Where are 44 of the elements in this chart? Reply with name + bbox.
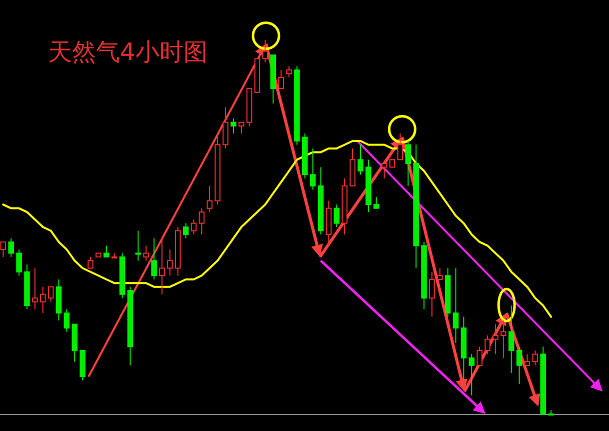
candlestick: [222, 106, 228, 149]
candlestick: [516, 346, 522, 385]
candlestick: [405, 140, 411, 186]
candlestick: [32, 268, 38, 310]
candlestick: [159, 238, 165, 295]
candlestick: [452, 268, 459, 344]
candlestick: [8, 238, 14, 258]
candlestick: [104, 245, 110, 258]
candlestick: [508, 305, 514, 374]
candlestick: [373, 196, 380, 209]
candlestick: [381, 162, 388, 179]
candlestick: [64, 308, 70, 332]
candlestick: [88, 256, 94, 269]
candlestick: [334, 204, 340, 228]
candlestick: [397, 133, 404, 160]
candlestick: [476, 346, 482, 366]
candlestick: [429, 271, 435, 318]
candlestick: [167, 248, 173, 276]
candlestick: [532, 350, 538, 366]
candlestick: [151, 238, 157, 280]
candlestick: [198, 208, 205, 235]
candlestick: [484, 334, 490, 355]
candlestick: [40, 286, 46, 314]
candlestick: [16, 248, 22, 276]
candlestick: [182, 222, 189, 239]
candlestick: [500, 320, 506, 358]
candlestick: [230, 118, 236, 134]
candlestick: [286, 66, 292, 78]
candlestick: [358, 144, 364, 176]
candlestick: [524, 354, 530, 366]
candlestick: [262, 40, 268, 63]
candlestick: [135, 230, 142, 262]
candlestick: [48, 286, 54, 302]
candlestick: [143, 245, 149, 262]
candlestick: [111, 252, 118, 258]
candlestick: [468, 354, 475, 396]
candlestick: [278, 69, 284, 90]
candlestick: [310, 148, 316, 190]
candlestick: [492, 324, 498, 355]
candlestick: [238, 122, 244, 134]
chart-title: 天然气4小时图: [48, 38, 208, 66]
candlestick: [206, 185, 212, 213]
candlestick: [436, 268, 443, 280]
candlestick: [190, 219, 197, 235]
